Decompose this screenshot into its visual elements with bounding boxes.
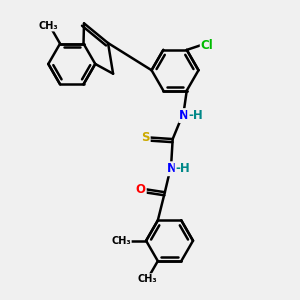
Text: CH₃: CH₃ [111, 236, 131, 246]
Text: -H: -H [176, 162, 190, 175]
Text: CH₃: CH₃ [38, 21, 58, 31]
Text: S: S [141, 131, 150, 144]
Text: N: N [179, 109, 189, 122]
Text: -H: -H [188, 109, 203, 122]
Text: CH₃: CH₃ [138, 274, 158, 284]
Text: O: O [136, 183, 146, 196]
Text: Cl: Cl [201, 39, 214, 52]
Text: N: N [167, 162, 177, 175]
